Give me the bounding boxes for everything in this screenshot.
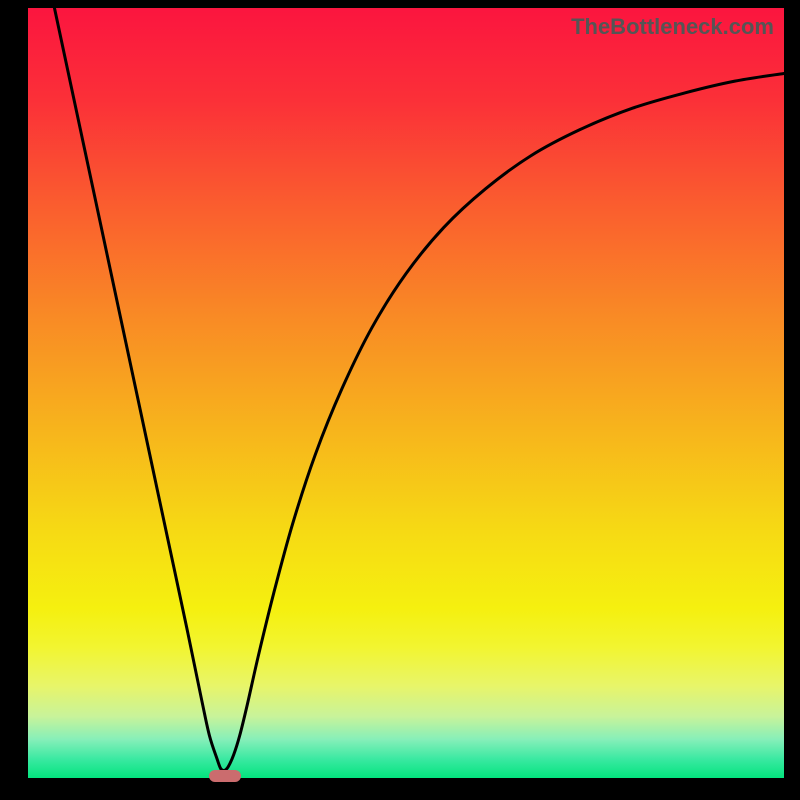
watermark-text: TheBottleneck.com xyxy=(571,14,774,40)
bottleneck-curve xyxy=(28,8,784,778)
optimal-marker xyxy=(209,770,241,782)
chart-container: TheBottleneck.com xyxy=(0,0,800,800)
plot-area: TheBottleneck.com xyxy=(28,8,784,778)
curve-path xyxy=(54,8,784,770)
